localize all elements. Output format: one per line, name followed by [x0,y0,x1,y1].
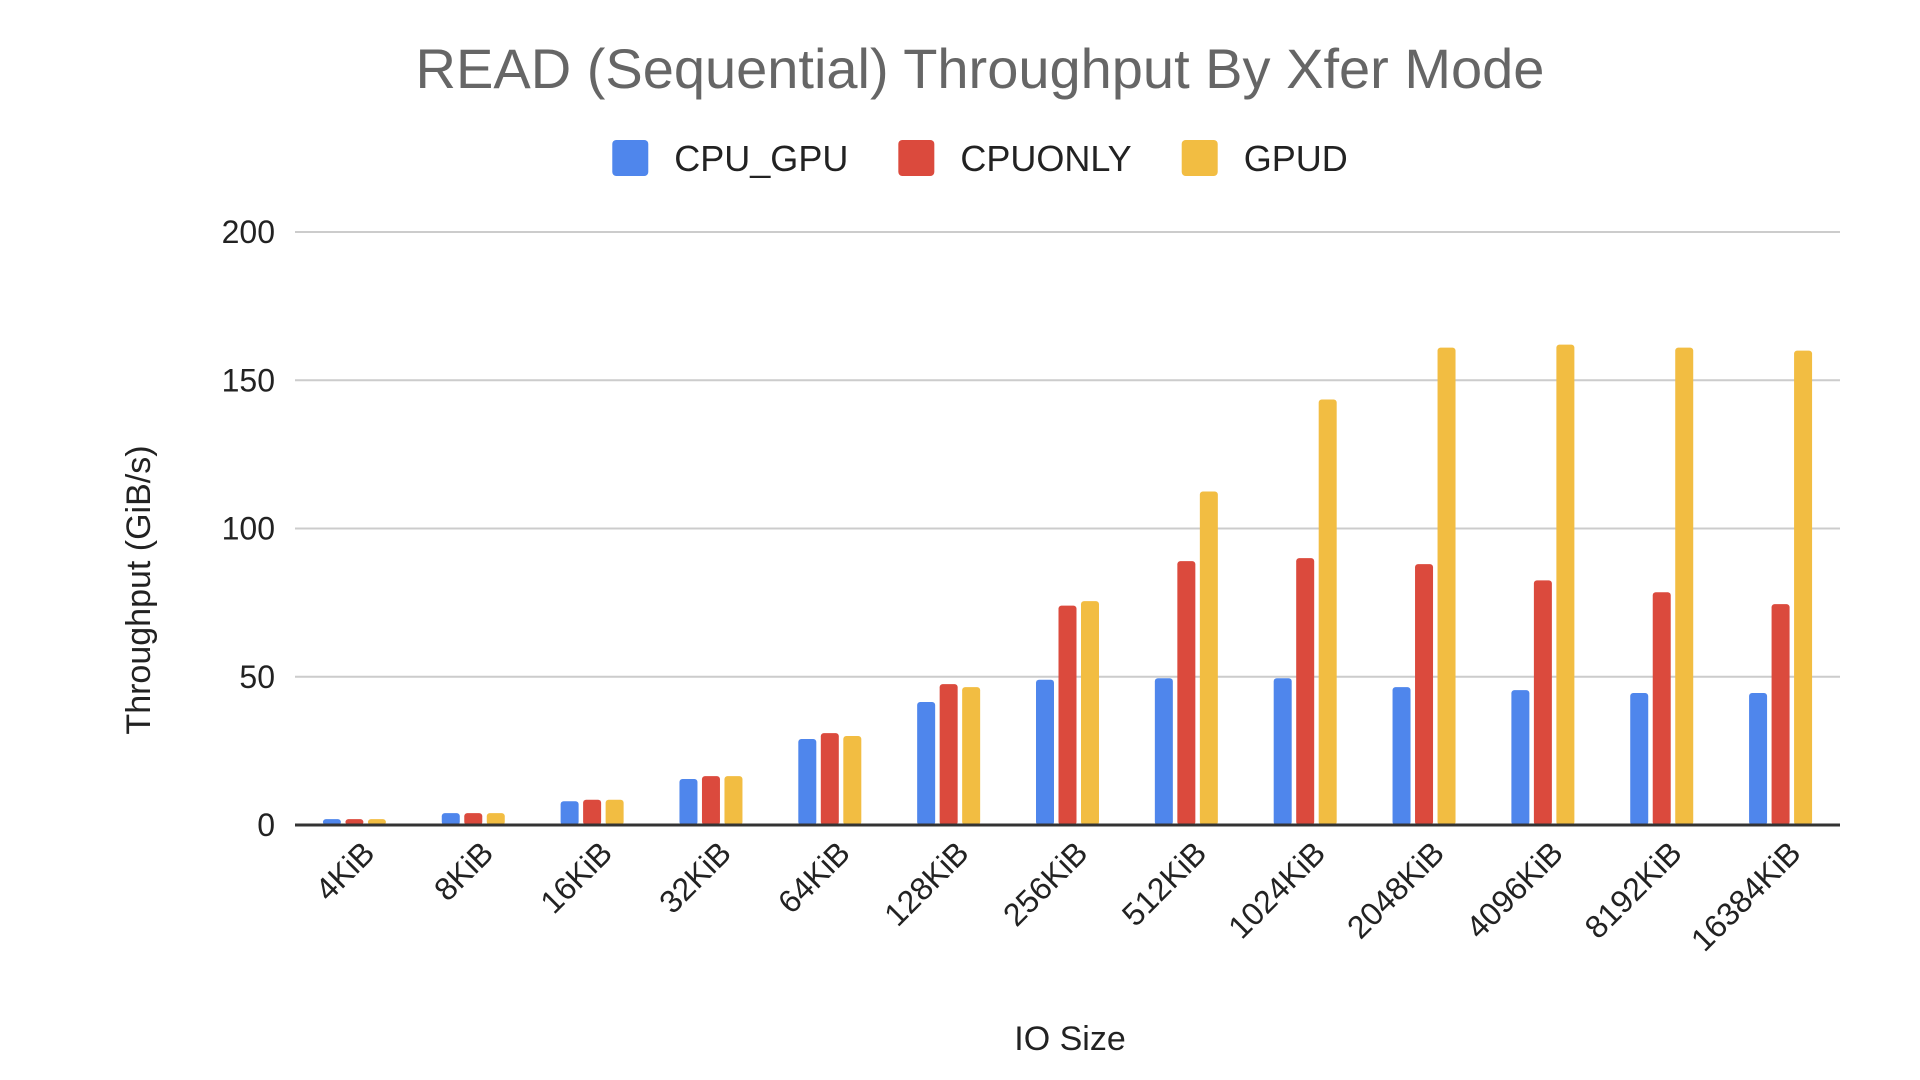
bar-cpu-gpu-8kib [441,813,460,825]
bar-cpu-gpu-64kib [798,739,817,825]
bar-cpu-gpu-32kib [679,779,698,825]
bar-gpud-8192kib [1675,347,1694,825]
bar-cpuonly-16kib [583,799,602,825]
bar-gpud-128kib [962,687,981,825]
x-tick-label: 512KiB [1115,834,1213,932]
bar-cpu-gpu-16kib [560,801,579,825]
bar-cpuonly-1024kib [1296,558,1315,825]
chart-title: READ (Sequential) Throughput By Xfer Mod… [416,37,1545,100]
x-tick-label: 8192KiB [1578,834,1689,945]
bar-cpu-gpu-256kib [1036,679,1054,825]
bar-gpud-1024kib [1318,399,1337,825]
legend-swatch [898,140,935,176]
bar-cpuonly-32kib [701,776,720,825]
x-tick-label: 1024KiB [1221,834,1332,945]
bar-cpu-gpu-128kib [917,701,936,825]
bar-cpuonly-16384kib [1771,604,1790,825]
bar-cpu-gpu-2048kib [1392,687,1411,825]
bar-cpu-gpu-4096kib [1511,690,1530,825]
legend-swatch [612,140,649,176]
x-tick-label: 16KiB [533,834,619,920]
bar-cpuonly-128kib [939,684,958,825]
bar-cpuonly-4096kib [1533,580,1552,825]
legend-item-cpuonly: CPUONLY [898,138,1132,179]
bar-gpud-16384kib [1794,350,1813,825]
x-axis-ticks: 4KiB 8KiB 16KiB 32KiB 64KiB 128KiB 256KiB 512Ki… [308,834,1807,958]
bar-gpud-8kib [486,813,505,825]
legend-label: CPU_GPU [674,138,848,179]
bar-gpud-512kib [1199,491,1218,825]
x-tick-label: 64KiB [771,834,857,920]
legend-item-gpud: GPUD [1181,138,1348,179]
bar-cpu-gpu-16384kib [1749,693,1768,825]
x-tick-label: 4096KiB [1459,834,1570,945]
legend-swatch [1181,140,1218,176]
bar-cpuonly-2048kib [1415,564,1434,825]
bar-gpud-64kib [843,736,862,825]
y-tick-label: 200 [222,214,275,250]
bar-gpud-256kib [1081,601,1099,825]
x-tick-label: 2048KiB [1340,834,1451,945]
bar-cpuonly-8kib [464,813,483,825]
bar-gpud-2048kib [1437,347,1456,825]
y-tick-label: 100 [222,511,275,547]
x-tick-label: 8KiB [427,834,500,907]
x-tick-label: 32KiB [652,834,738,920]
legend-item-cpu-gpu: CPU_GPU [612,138,848,179]
x-axis-label: IO Size [1014,1020,1125,1058]
x-tick-label: 4KiB [308,834,381,907]
y-tick-label: 0 [257,807,275,843]
y-axis-label: Throughput (GiB/s) [120,445,158,734]
x-tick-label: 16384KiB [1684,834,1808,958]
x-tick-label: 256KiB [996,834,1094,932]
y-tick-label: 50 [239,659,275,695]
legend-label: GPUD [1244,138,1348,179]
bar-cpuonly-256kib [1058,605,1077,825]
legend-label: CPUONLY [960,138,1131,179]
bar-gpud-32kib [724,776,743,825]
bar-gpud-16kib [605,799,624,825]
bar-cpuonly-8192kib [1652,592,1671,825]
bar-cpuonly-64kib [820,733,839,825]
y-tick-label: 150 [222,362,275,398]
bar-cpu-gpu-1024kib [1273,678,1292,825]
bar-cpu-gpu-512kib [1154,678,1173,825]
y-axis-ticks: 0 50 100 150 200 [222,214,275,843]
bar-gpud-4096kib [1556,344,1575,825]
bars [322,344,1813,825]
legend: CPU_GPU CPUONLY GPUD [612,138,1348,179]
x-tick-label: 128KiB [877,834,975,932]
bar-cpuonly-512kib [1177,561,1196,825]
bar-cpu-gpu-8192kib [1630,693,1649,825]
